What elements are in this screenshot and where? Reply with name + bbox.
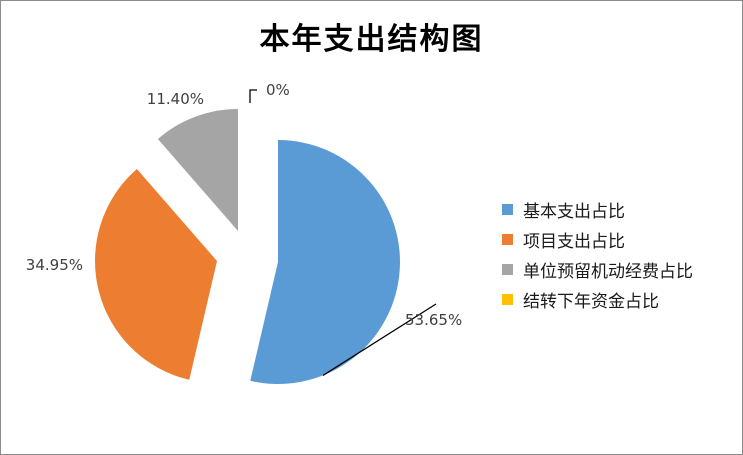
chart-title: 本年支出结构图 bbox=[259, 22, 484, 57]
legend-label-carryover-fund: 结转下年资金占比 bbox=[523, 291, 659, 312]
legend-item-carryover-fund: 结转下年资金占比 bbox=[502, 284, 693, 314]
pie-slice-reserved-fund bbox=[157, 109, 238, 231]
data-label-basic-expenditure: 53.65% bbox=[405, 311, 462, 329]
pie-slice-basic-expenditure bbox=[250, 140, 400, 384]
legend-item-basic-expenditure: 基本支出占比 bbox=[502, 194, 693, 224]
legend-swatch-reserved-fund bbox=[502, 263, 513, 275]
legend-swatch-basic-expenditure bbox=[502, 203, 513, 215]
pie-slice-project-expenditure bbox=[94, 168, 217, 380]
data-label-reserved-fund: 11.40% bbox=[147, 90, 204, 108]
legend-swatch-project-expenditure bbox=[502, 233, 513, 245]
legend-label-basic-expenditure: 基本支出占比 bbox=[523, 201, 625, 222]
legend-label-project-expenditure: 项目支出占比 bbox=[523, 231, 625, 252]
leader-line-basic-expenditure bbox=[322, 303, 437, 376]
legend-item-reserved-fund: 单位预留机动经费占比 bbox=[502, 254, 693, 284]
data-label-project-expenditure: 34.95% bbox=[26, 256, 83, 274]
data-label-carryover-fund: 0% bbox=[266, 81, 290, 99]
legend-label-reserved-fund: 单位预留机动经费占比 bbox=[523, 261, 693, 282]
legend-swatch-carryover-fund bbox=[502, 293, 513, 305]
legend-item-project-expenditure: 项目支出占比 bbox=[502, 224, 693, 254]
leader-line-carryover-fund bbox=[249, 89, 257, 103]
legend: 基本支出占比 项目支出占比单位预留机动经费占比 结转下年资金占比 bbox=[502, 194, 693, 314]
